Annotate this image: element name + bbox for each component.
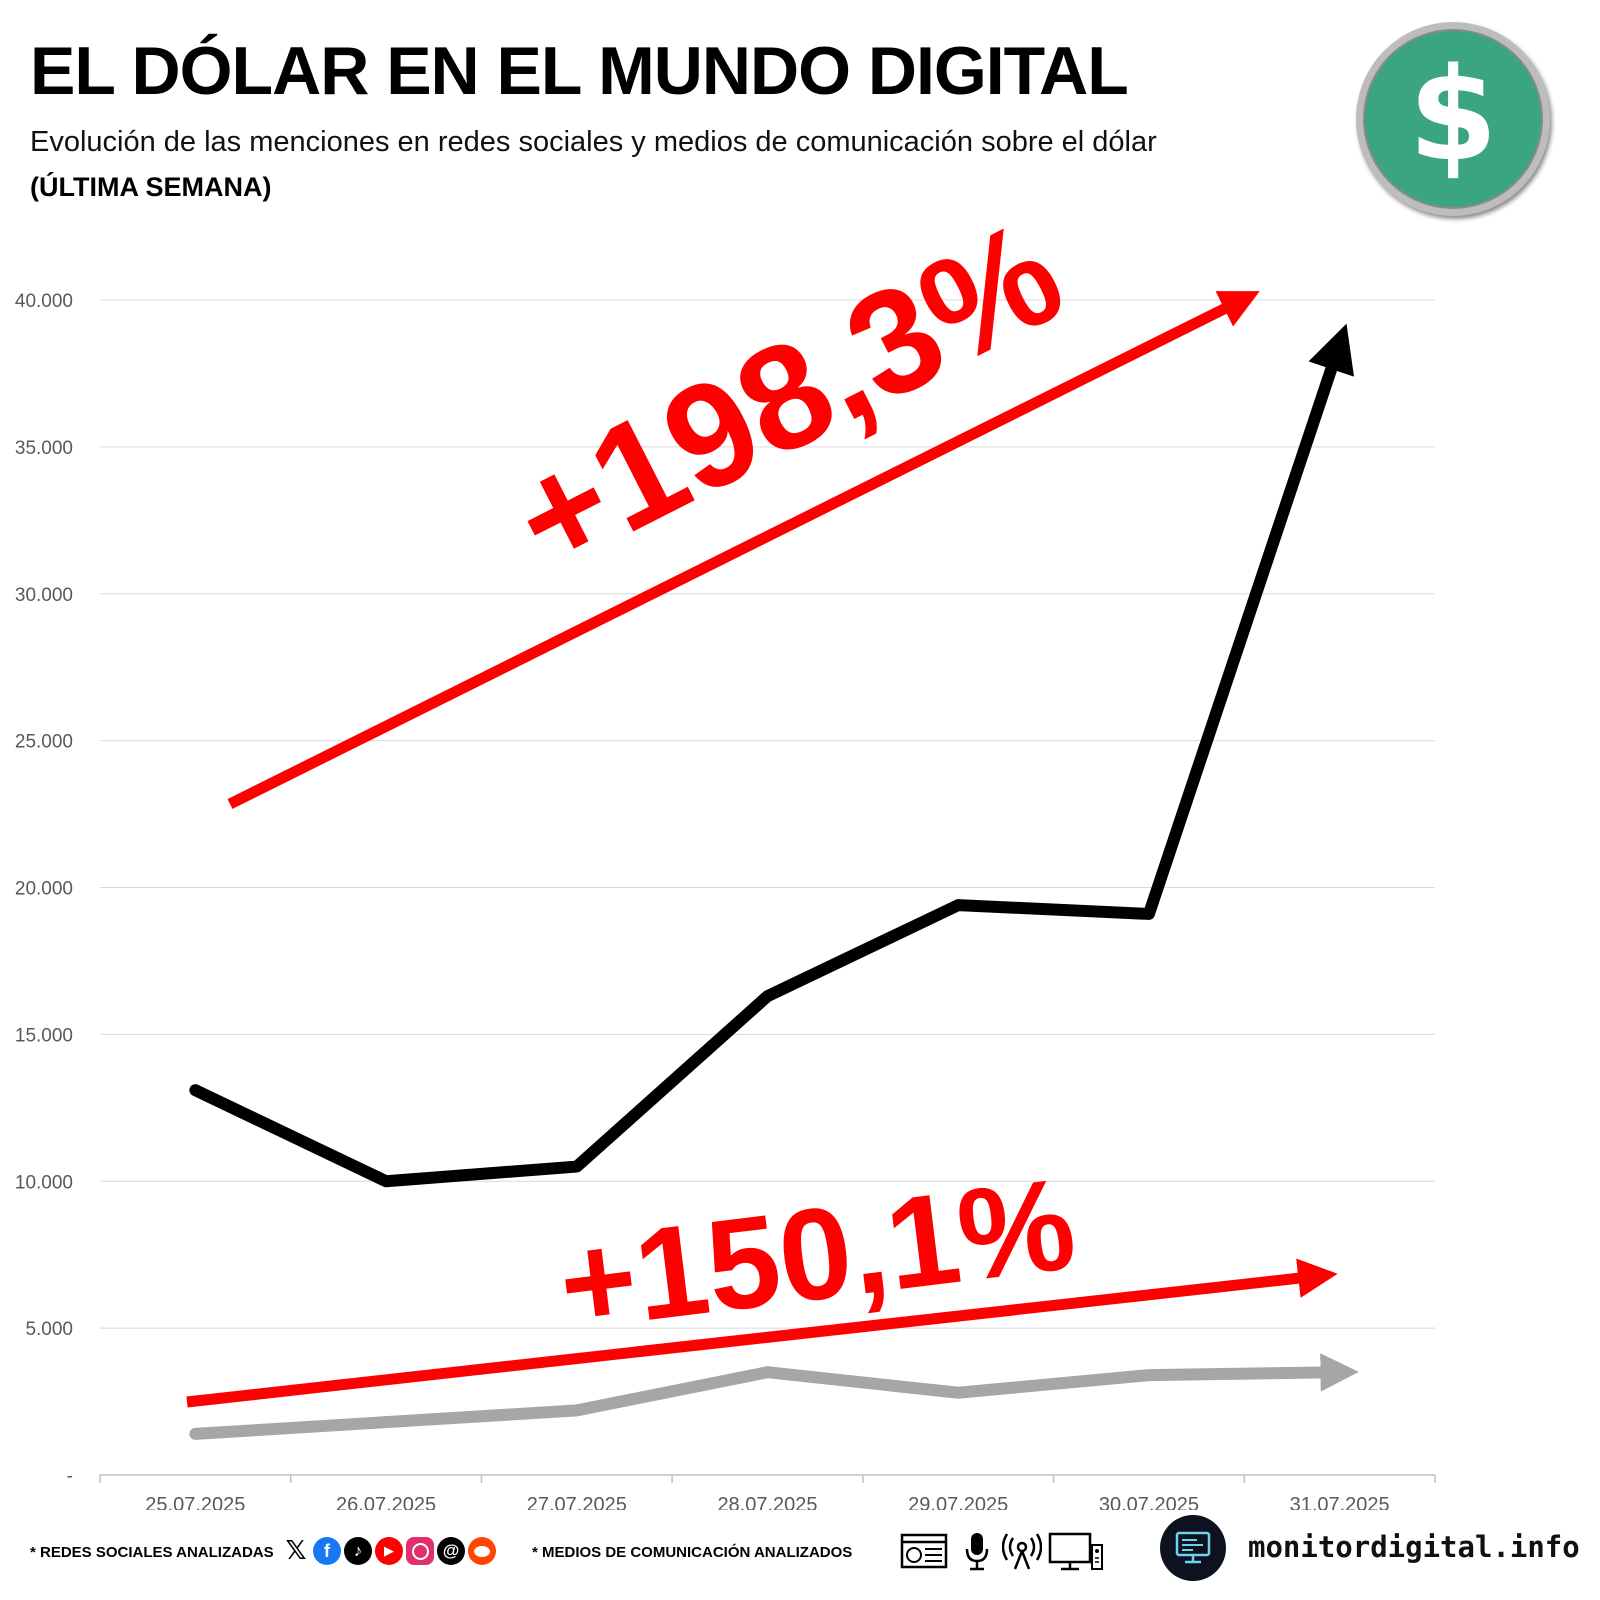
x-tick-label: 31.07.2025 xyxy=(1290,1494,1390,1510)
y-tick-label: 40.000 xyxy=(15,291,73,312)
monitor-logo-icon xyxy=(1160,1515,1226,1581)
dollar-symbol: $ xyxy=(1408,41,1498,190)
facebook-icon: f xyxy=(313,1537,341,1565)
series-line-0 xyxy=(189,323,1355,1188)
radio-antenna-icon xyxy=(1002,1533,1042,1570)
x-tick-label: 29.07.2025 xyxy=(908,1494,1008,1510)
dollar-badge-icon: $ xyxy=(1356,22,1550,216)
y-tick-label: 20.000 xyxy=(15,879,73,900)
footer-media-label: * MEDIOS DE COMUNICACIÓN ANALIZADOS xyxy=(532,1544,853,1561)
x-icon: 𝕏 xyxy=(285,1536,307,1566)
y-tick-label: 10.000 xyxy=(15,1172,73,1193)
x-tick-label: 28.07.2025 xyxy=(717,1494,817,1510)
series-line-1 xyxy=(189,1353,1359,1440)
y-tick-label: 5.000 xyxy=(25,1319,73,1340)
trend-arrow-social xyxy=(186,1258,1338,1408)
instagram-icon xyxy=(406,1537,434,1565)
page-period: (ÚLTIMA SEMANA) xyxy=(30,172,272,202)
x-tick-label: 26.07.2025 xyxy=(336,1494,436,1510)
footer-social-label: * REDES SOCIALES ANALIZADAS xyxy=(30,1544,274,1561)
y-tick-label: 15.000 xyxy=(15,1025,73,1046)
youtube-icon: ▶ xyxy=(375,1537,403,1565)
annotation-percent-198: +198,3% xyxy=(488,189,1087,603)
y-tick-label: 30.000 xyxy=(15,585,73,606)
microphone-icon xyxy=(965,1533,989,1571)
brand-name: monitordigital.info xyxy=(1248,1530,1580,1564)
y-tick-label: 35.000 xyxy=(15,438,73,459)
tv-icon xyxy=(1048,1532,1103,1571)
y-tick-label: 25.000 xyxy=(15,732,73,753)
trend-arrow-media xyxy=(227,291,1260,809)
y-tick-label: - xyxy=(67,1466,73,1487)
reddit-icon xyxy=(468,1537,496,1565)
x-tick-label: 25.07.2025 xyxy=(145,1494,245,1510)
x-tick-label: 30.07.2025 xyxy=(1099,1494,1199,1510)
page-subtitle: Evolución de las menciones en redes soci… xyxy=(30,126,1157,158)
threads-icon: @ xyxy=(437,1537,465,1565)
x-tick-label: 27.07.2025 xyxy=(527,1494,627,1510)
web-news-icon xyxy=(900,1533,948,1569)
line-chart: - 5.000 10.000 15.000 20.000 25.000 30.000 35.0… xyxy=(15,189,1436,1510)
page-title: EL DÓLAR EN EL MUNDO DIGITAL xyxy=(30,33,1129,109)
tiktok-icon: ♪ xyxy=(344,1537,372,1565)
